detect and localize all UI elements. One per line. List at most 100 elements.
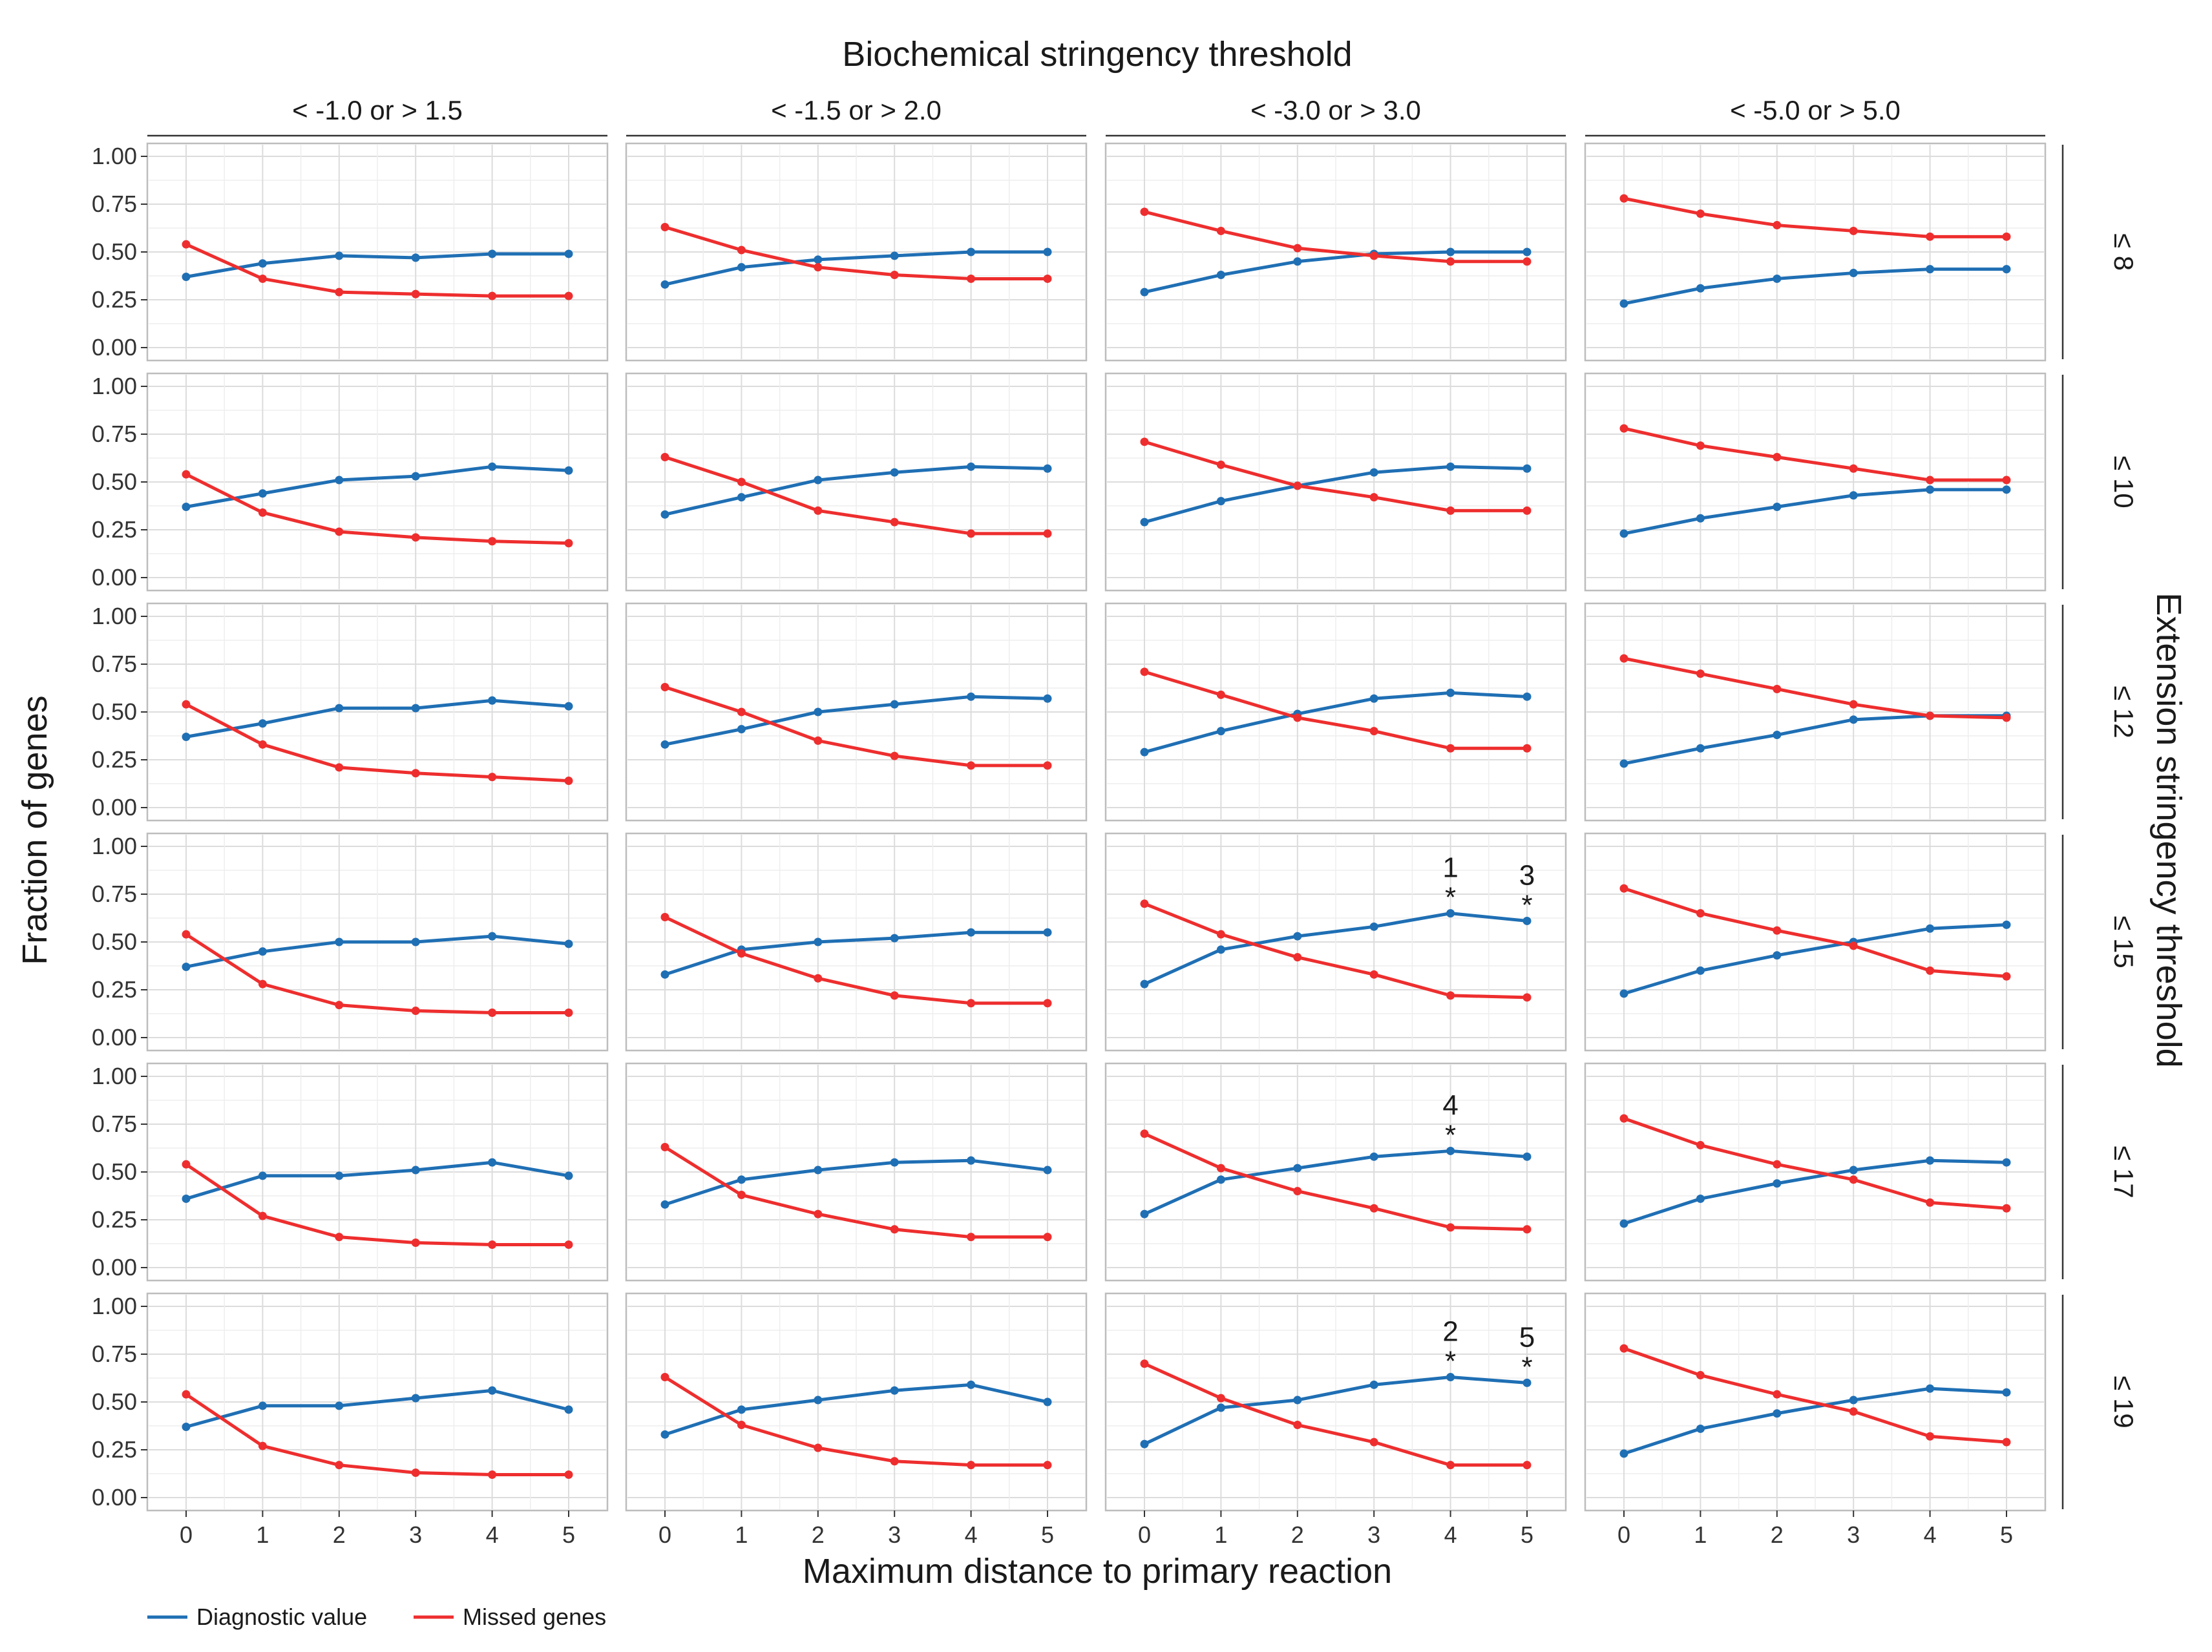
miss-point <box>1522 506 1532 515</box>
diag-point <box>1522 464 1532 473</box>
miss-line <box>1622 656 2008 720</box>
x-tick-label: 3 <box>1367 1521 1380 1548</box>
y-tick-label: 0.25 <box>92 516 137 543</box>
diag-line <box>1622 1386 2008 1456</box>
row-label-4: ≤ 15 <box>2109 915 2139 968</box>
diag-point <box>967 462 976 471</box>
panel-r1-c4 <box>1584 142 2047 362</box>
diag-point <box>1849 491 1858 500</box>
y-tick-label: 0.75 <box>92 1111 137 1137</box>
diag-line <box>1143 465 1529 524</box>
miss-point <box>564 777 573 786</box>
miss-point <box>1369 251 1378 260</box>
miss-point <box>1369 727 1378 736</box>
miss-point <box>1043 761 1052 770</box>
miss-point <box>1696 1371 1705 1380</box>
miss-point <box>1293 1421 1302 1430</box>
x-tick-label: 0 <box>180 1521 193 1548</box>
diag-point <box>258 489 267 498</box>
miss-point <box>1369 1204 1378 1213</box>
diag-point <box>1773 951 1782 960</box>
miss-point <box>1522 993 1532 1002</box>
miss-point <box>335 288 344 297</box>
diag-point <box>737 1405 746 1414</box>
miss-point <box>1696 909 1705 918</box>
diag-point <box>967 928 976 937</box>
x-tick-label: 1 <box>735 1521 748 1548</box>
diag-point <box>335 251 344 260</box>
panel-r4-c2 <box>625 832 1088 1052</box>
diag-point <box>1849 1166 1858 1175</box>
miss-line <box>663 915 1049 1005</box>
miss-point <box>814 263 823 272</box>
miss-point <box>411 1239 420 1248</box>
diag-line <box>1143 1375 1529 1446</box>
diag-point <box>182 272 191 281</box>
row-label-6: ≤ 19 <box>2109 1375 2139 1428</box>
miss-point <box>182 1160 191 1169</box>
diag-line <box>1143 1149 1529 1216</box>
column-label-4: < -5.0 or > 5.0 <box>1730 95 1901 125</box>
legend-label-diag: Diagnostic value <box>196 1604 367 1630</box>
x-tick-label: 4 <box>1444 1521 1457 1548</box>
annotation-number: 5 <box>1519 1321 1535 1353</box>
miss-point <box>258 1441 267 1450</box>
diag-point <box>814 1396 823 1405</box>
x-tick-label: 1 <box>256 1521 269 1548</box>
miss-point <box>1140 667 1149 676</box>
miss-point <box>1773 1390 1782 1399</box>
diag-point <box>890 1158 899 1167</box>
diag-point <box>737 493 746 502</box>
diag-point <box>335 1401 344 1410</box>
miss-point <box>182 470 191 479</box>
panel-r6-c4: 0 1 2 3 4 5 <box>1584 1292 2047 1548</box>
annotation-asterisk: * <box>1445 1346 1456 1377</box>
column-label-2: < -1.5 or > 2.0 <box>771 95 942 125</box>
miss-point <box>1522 1461 1532 1470</box>
right-axis-title: Extension stringency threshold <box>2149 592 2188 1067</box>
diag-point <box>411 704 420 713</box>
miss-point <box>488 1470 497 1479</box>
miss-point <box>967 274 976 283</box>
diag-point <box>1043 1397 1052 1406</box>
miss-line <box>1622 426 2008 482</box>
panel-r2-c1: 0.00 0.25 0.50 0.75 1.00 <box>92 372 609 592</box>
miss-line <box>1143 440 1529 512</box>
diag-point <box>1696 284 1705 293</box>
diag-point <box>967 1156 976 1165</box>
diag-point <box>737 263 746 272</box>
miss-point <box>488 1240 497 1249</box>
y-tick-label: 0.25 <box>92 746 137 773</box>
diag-point <box>1849 1396 1858 1405</box>
miss-point <box>1522 744 1532 753</box>
diag-line <box>184 465 571 508</box>
diag-point <box>335 476 344 485</box>
panel-r6-c3: 0 1 2 3 4 5 <box>1104 1292 1567 1548</box>
miss-point <box>1043 1233 1052 1242</box>
diag-line <box>1622 267 2008 306</box>
miss-point <box>890 518 899 527</box>
x-tick-label: 0 <box>1138 1521 1151 1548</box>
miss-point <box>488 1009 497 1018</box>
diag-point <box>1619 759 1628 768</box>
miss-point <box>660 1373 669 1382</box>
miss-point <box>1696 209 1705 218</box>
diag-point <box>2002 1388 2011 1397</box>
y-tick-label: 0.00 <box>92 1254 137 1281</box>
diag-point <box>1216 497 1225 506</box>
annotation-number: 1 <box>1442 852 1458 884</box>
diag-point <box>1369 1152 1378 1161</box>
y-tick-label: 1.00 <box>92 143 137 169</box>
y-tick-label: 0.00 <box>92 334 137 361</box>
miss-point <box>1369 970 1378 979</box>
panel-r5-c2 <box>625 1062 1088 1282</box>
miss-line <box>1143 1132 1529 1231</box>
miss-point <box>258 979 267 988</box>
x-tick-label: 4 <box>965 1521 978 1548</box>
diag-point <box>258 259 267 268</box>
diag-point <box>564 1171 573 1180</box>
diag-point <box>1696 514 1705 523</box>
diag-point <box>411 472 420 481</box>
diag-point <box>1522 247 1532 256</box>
